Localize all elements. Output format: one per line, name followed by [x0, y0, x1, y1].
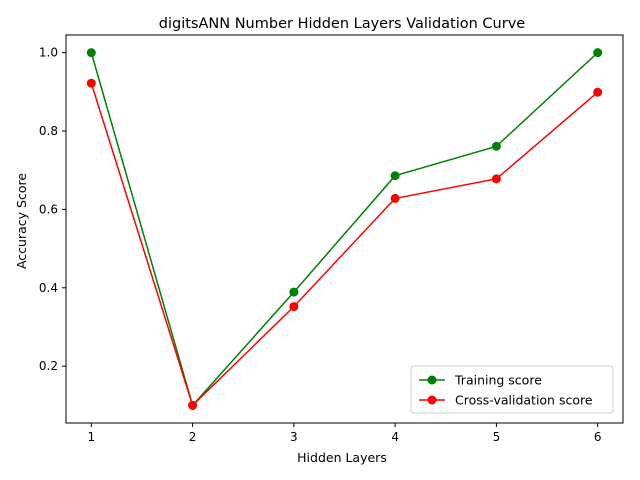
y-tick-label: 0.4: [39, 281, 58, 295]
chart-title: digitsANN Number Hidden Layers Validatio…: [159, 16, 526, 32]
x-axis-label: Hidden Layers: [297, 450, 387, 465]
legend-swatch-marker: [427, 395, 437, 405]
series-1-point: [390, 193, 400, 203]
series-0-point: [289, 287, 299, 297]
y-tick-label: 0.8: [39, 124, 58, 138]
y-axis-label: Accuracy Score: [14, 173, 29, 269]
series-0-point: [491, 141, 501, 151]
x-tick-label: 3: [290, 430, 298, 444]
plot-frame: [65, 34, 624, 424]
x-tick-label: 4: [391, 430, 399, 444]
y-tick-label: 0.2: [39, 359, 58, 373]
x-tick-label: 1: [87, 430, 95, 444]
ticks-layer: 1 2 3 4 5 6 0.2 0.4 0.6 0.8 1.0: [39, 46, 602, 444]
series-1-point: [289, 302, 299, 312]
series-line-0: [90, 52, 599, 407]
series-1-point: [188, 400, 198, 410]
series-0-point: [390, 171, 400, 181]
legend-swatch-marker: [427, 375, 437, 385]
series-0-point: [593, 48, 603, 58]
x-tick-label: 2: [189, 430, 197, 444]
series-0-point: [86, 48, 96, 58]
series-1-point: [491, 174, 501, 184]
series-line-1: [90, 82, 599, 407]
y-tick-label: 1.0: [39, 46, 58, 60]
x-tick-label: 5: [493, 430, 501, 444]
y-tick-label: 0.6: [39, 202, 58, 216]
series-layer: [86, 48, 603, 410]
legend-label: Training score: [454, 373, 542, 388]
legend-box: [410, 365, 614, 414]
series-1-point: [86, 78, 96, 88]
legend-label: Cross-validation score: [455, 393, 593, 408]
series-1-point: [593, 87, 603, 97]
x-tick-label: 6: [594, 430, 602, 444]
legend: Training score Cross-validation score: [410, 365, 614, 414]
